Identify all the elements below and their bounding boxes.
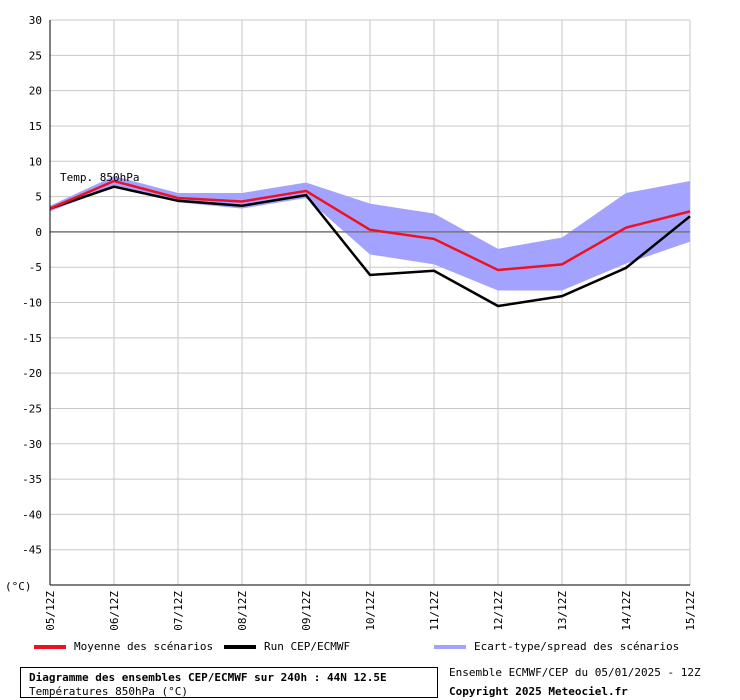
x-tick-label-0: 05/12Z — [44, 591, 57, 631]
y-tick-label-4: 10 — [29, 155, 42, 168]
copyright: Copyright 2025 Meteociel.fr — [449, 685, 628, 698]
grid — [49, 19, 691, 585]
y-tick-label-8: -10 — [22, 297, 42, 310]
y-tick-label-15: -45 — [22, 544, 42, 557]
ensemble-chart: 30 25 20 15 10 5 0 -5 -10 -15 -20 -25 -30 -35 -40 -45 0… — [5, 14, 697, 631]
legend-spread-swatch — [434, 645, 466, 649]
x-tick-label-7: 12/12Z — [492, 591, 505, 631]
y-tick-label-0: 30 — [29, 14, 42, 27]
run-info: Ensemble ECMWF/CEP du 05/01/2025 - 12Z — [449, 666, 701, 679]
y-tick-labels: 30 25 20 15 10 5 0 -5 -10 -15 -20 -25 -30 -35 -40 -45 — [22, 14, 42, 557]
chart-title-box: Diagramme des ensembles CEP/ECMWF sur 24… — [20, 667, 438, 698]
y-tick-label-9: -15 — [22, 332, 42, 345]
y-tick-label-11: -25 — [22, 402, 42, 415]
y-tick-label-2: 20 — [29, 85, 42, 98]
x-tick-label-6: 11/12Z — [428, 591, 441, 631]
legend-mean-swatch — [34, 645, 66, 649]
x-tick-label-5: 10/12Z — [364, 591, 377, 631]
y-tick-label-7: -5 — [29, 261, 42, 274]
legend-spread-label: Ecart-type/spread des scénarios — [474, 640, 680, 653]
x-tick-label-10: 15/12Z — [684, 591, 697, 631]
y-tick-label-10: -20 — [22, 367, 42, 380]
y-tick-label-5: 5 — [35, 191, 42, 204]
chart-subtitle: Températures 850hPa (°C) — [29, 685, 188, 698]
legend-run-label: Run CEP/ECMWF — [264, 640, 351, 653]
spread-band — [50, 176, 690, 291]
x-tick-label-9: 14/12Z — [620, 591, 633, 631]
x-tick-label-1: 06/12Z — [108, 591, 121, 631]
series-annotation: Temp. 850hPa — [60, 171, 139, 184]
x-tick-label-4: 09/12Z — [300, 591, 313, 631]
y-tick-label-3: 15 — [29, 120, 42, 133]
x-tick-label-2: 07/12Z — [172, 591, 185, 631]
legend-mean-label: Moyenne des scénarios — [74, 640, 214, 653]
y-tick-label-14: -40 — [22, 508, 42, 521]
y-tick-label-6: 0 — [35, 226, 42, 239]
y-tick-label-1: 25 — [29, 49, 42, 62]
y-tick-label-13: -35 — [22, 473, 42, 486]
mean-series-line — [49, 179, 691, 272]
run-series-line — [49, 185, 691, 308]
y-unit-label: (°C) — [5, 580, 32, 593]
legend-run-swatch — [224, 645, 256, 649]
x-tick-label-3: 08/12Z — [236, 591, 249, 631]
chart-title: Diagramme des ensembles CEP/ECMWF sur 24… — [29, 671, 387, 684]
x-tick-label-8: 13/12Z — [556, 591, 569, 631]
y-tick-label-12: -30 — [22, 438, 42, 451]
x-tick-labels: 05/12Z 06/12Z 07/12Z 08/12Z 09/12Z 10/12Z 11/1… — [44, 591, 697, 631]
